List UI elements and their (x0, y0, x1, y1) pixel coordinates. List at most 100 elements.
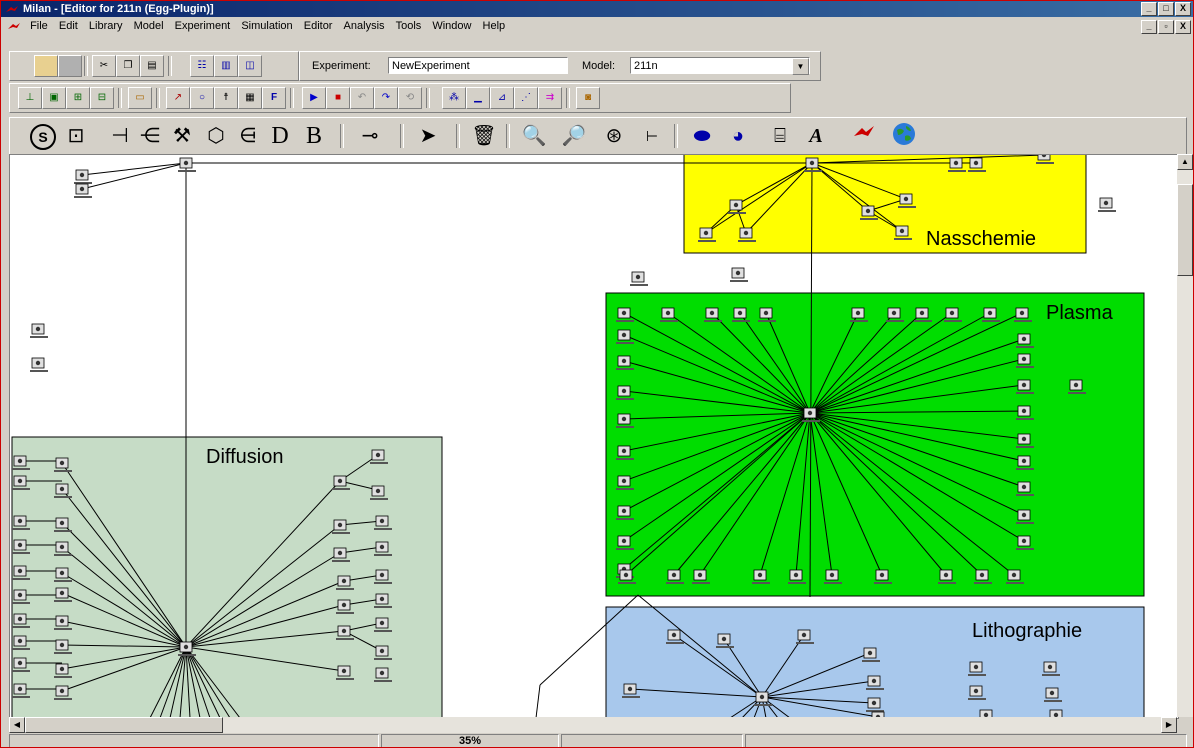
graph-node[interactable] (944, 307, 962, 322)
graph-node[interactable] (616, 445, 634, 460)
model-canvas[interactable]: Nasschemie Plasma Diffusion Lithographie (9, 154, 1179, 719)
step-back-icon[interactable]: ↶ (350, 87, 374, 109)
graph-node[interactable] (374, 541, 392, 556)
globe-icon[interactable] (890, 122, 918, 150)
node-icon[interactable]: ○ (190, 87, 214, 109)
paste-icon[interactable]: ▤ (140, 55, 164, 77)
connector-icon[interactable]: ⊸ (361, 125, 379, 147)
text-icon[interactable]: A (809, 125, 823, 147)
graph-node[interactable] (660, 307, 678, 322)
graph-node[interactable] (618, 569, 636, 584)
graph-node[interactable] (938, 569, 956, 584)
graph-node[interactable] (1068, 379, 1086, 394)
menu-editor[interactable]: Editor (303, 20, 333, 32)
graph-node[interactable] (804, 157, 822, 172)
stop-icon[interactable]: ■ (326, 87, 350, 109)
sink-icon[interactable]: ⊣ (111, 125, 129, 147)
b-block-icon[interactable]: B (305, 123, 322, 149)
graph-node[interactable] (1014, 307, 1032, 322)
scroll-up-icon[interactable]: ▲ (1177, 154, 1193, 170)
graph-node[interactable] (54, 567, 72, 582)
library-icon[interactable]: ▣ (42, 87, 66, 109)
graph-node[interactable] (12, 589, 30, 604)
menu-analysis[interactable]: Analysis (343, 20, 385, 32)
merge-icon[interactable]: ⋳ (239, 125, 257, 147)
hexagon-icon[interactable]: ⬡ (207, 125, 225, 147)
cascade-icon[interactable]: ◫ (238, 55, 262, 77)
graph-node[interactable] (616, 355, 634, 370)
graph-node[interactable] (616, 385, 634, 400)
worker-icon[interactable]: ⚒ (173, 125, 191, 147)
graph-node[interactable] (1016, 333, 1034, 348)
graph-node[interactable] (1042, 661, 1060, 676)
tile-horizontal-icon[interactable]: ☷ (190, 55, 214, 77)
graph-node[interactable] (336, 665, 354, 680)
graph-node[interactable] (850, 307, 868, 322)
tile-vertical-icon[interactable]: ▥ (214, 55, 238, 77)
graph-node[interactable] (1006, 569, 1024, 584)
tree-icon[interactable]: ⊥ (18, 87, 42, 109)
layout-icon[interactable]: ⊢ (645, 128, 659, 144)
mdi-close-button[interactable]: X (1175, 20, 1191, 34)
graph-node[interactable] (336, 575, 354, 590)
graph-node[interactable] (982, 307, 1000, 322)
graph-node[interactable] (866, 675, 884, 690)
split-icon[interactable]: ⋲ (140, 125, 160, 147)
graph-node[interactable] (54, 615, 72, 630)
graph-node[interactable] (862, 647, 880, 662)
comment-icon[interactable]: ◕ (731, 125, 745, 147)
graph-node[interactable] (336, 625, 354, 640)
hierarchy-icon[interactable]: ⊞ (66, 87, 90, 109)
graph-node[interactable] (332, 547, 350, 562)
maximize-button[interactable]: □ (1158, 2, 1174, 16)
graph-node[interactable] (30, 357, 48, 372)
chart-icon[interactable]: ⋰ (514, 87, 538, 109)
graph-node[interactable] (12, 475, 30, 490)
graph-node[interactable] (738, 227, 756, 242)
menu-edit[interactable]: Edit (58, 20, 78, 32)
menu-experiment[interactable]: Experiment (174, 20, 231, 32)
graph-node[interactable] (622, 683, 640, 698)
graph-node[interactable] (716, 633, 734, 648)
scroll-left-icon[interactable]: ◀ (9, 717, 25, 733)
graph-node[interactable] (758, 307, 776, 322)
graph-node[interactable] (12, 635, 30, 650)
graph-node[interactable] (616, 475, 634, 490)
experiment-field[interactable]: NewExperiment (388, 57, 568, 74)
graph-node[interactable] (12, 539, 30, 554)
graph-node[interactable] (666, 569, 684, 584)
ellipse-icon[interactable]: ⬬ (693, 125, 711, 147)
document-bird-icon[interactable] (7, 21, 21, 31)
graph-node[interactable] (74, 183, 92, 198)
graph-node[interactable] (178, 157, 196, 172)
d-block-icon[interactable]: D (271, 123, 289, 149)
graph-node[interactable] (1044, 687, 1062, 702)
minimize-button[interactable]: _ (1141, 2, 1157, 16)
menu-tools[interactable]: Tools (395, 20, 422, 32)
reset-icon[interactable]: ⟲ (398, 87, 422, 109)
graph-node[interactable] (336, 599, 354, 614)
graph-node[interactable] (978, 709, 996, 718)
graph-node[interactable] (374, 569, 392, 584)
title-bar[interactable]: Milan - [Editor for 211n (Egg-Plugin)] _… (1, 1, 1193, 17)
graph-node[interactable] (12, 515, 30, 530)
graph-node[interactable] (54, 663, 72, 678)
graph-node[interactable] (374, 617, 392, 632)
graph-node[interactable] (914, 307, 932, 322)
zoom-out-icon[interactable]: 🔎 (561, 125, 587, 147)
graph-node[interactable] (1016, 509, 1034, 524)
graph-node[interactable] (874, 569, 892, 584)
graph-node[interactable] (866, 697, 884, 712)
cut-icon[interactable]: ✂ (92, 55, 116, 77)
graph-node[interactable] (968, 157, 986, 172)
menu-library[interactable]: Library (88, 20, 123, 32)
graph-node[interactable] (12, 565, 30, 580)
bird-icon[interactable] (850, 122, 878, 150)
connect-icon[interactable]: ↗ (166, 87, 190, 109)
menu-help[interactable]: Help (482, 20, 506, 32)
graph-node[interactable] (54, 457, 72, 472)
graph-node[interactable] (730, 267, 748, 282)
graph-node[interactable] (788, 569, 806, 584)
graph-node[interactable] (860, 205, 878, 220)
graph-node[interactable] (948, 157, 966, 172)
